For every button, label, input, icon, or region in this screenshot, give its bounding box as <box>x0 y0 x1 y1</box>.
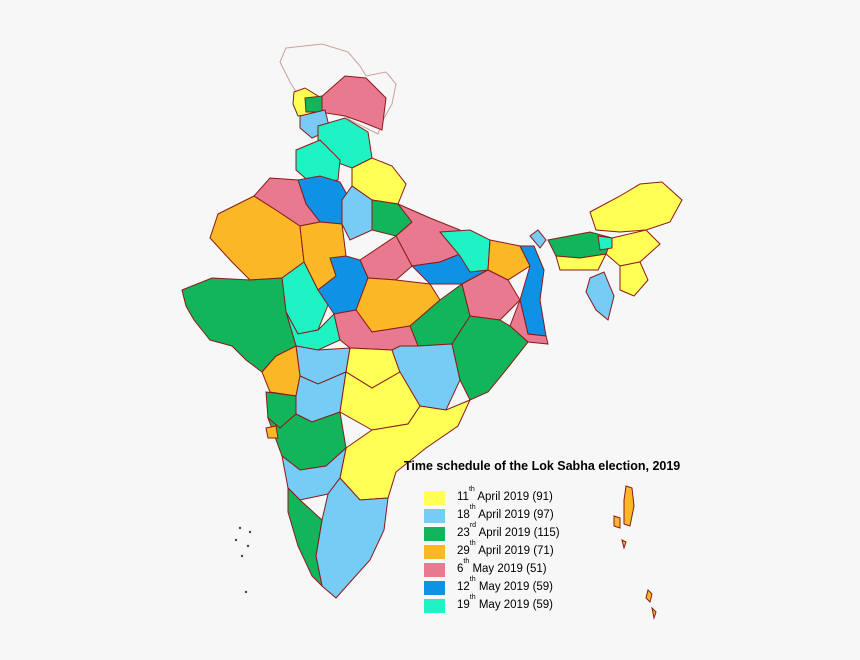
region-arunachal <box>589 181 683 233</box>
region-jammu-kashmir <box>319 75 387 131</box>
legend-swatch <box>424 563 445 577</box>
legend-item: 23rd April 2019 (115) <box>424 522 684 543</box>
region-assam-east <box>605 229 661 267</box>
disputed-territory-outline <box>279 43 397 135</box>
region-odisha <box>451 315 529 401</box>
legend: 11th April 2019 (91) 18th April 2019 (97… <box>424 486 684 615</box>
legend-item: 18th April 2019 (97) <box>424 504 684 525</box>
legend-label: 12th May 2019 (59) <box>457 576 554 593</box>
legend-swatch <box>424 545 445 559</box>
legend-item: 11th April 2019 (91) <box>424 486 684 507</box>
region-northeast-small <box>597 235 613 251</box>
region-sikkim <box>529 229 547 249</box>
region-goa <box>265 425 279 439</box>
legend-item: 19th May 2019 (59) <box>424 594 684 615</box>
legend-item: 12th May 2019 (59) <box>424 576 684 597</box>
region-ladakh-west <box>304 95 323 113</box>
legend-item: 6th May 2019 (51) <box>424 558 684 579</box>
region-kerala <box>287 486 323 588</box>
legend-label: 11th April 2019 (91) <box>457 486 553 503</box>
legend-label: 19th May 2019 (59) <box>457 594 554 611</box>
region-tripura-mizoram <box>585 271 615 321</box>
region-meghalaya <box>555 253 607 271</box>
legend-swatch <box>424 527 445 541</box>
region-andaman-nicobar <box>613 485 657 620</box>
region-lakshadweep <box>234 526 252 594</box>
legend-title: Time schedule of the Lok Sabha election,… <box>404 459 681 473</box>
legend-label: 29th April 2019 (71) <box>457 540 554 557</box>
region-punjab <box>295 139 341 185</box>
region-bihar-east <box>487 239 531 281</box>
legend-swatch <box>424 581 445 595</box>
region-rajasthan-north <box>253 177 321 227</box>
legend-label: 23rd April 2019 (115) <box>457 522 560 539</box>
legend-label: 6th May 2019 (51) <box>457 558 547 575</box>
legend-item: 29th April 2019 (71) <box>424 540 684 561</box>
legend-label: 18th April 2019 (97) <box>457 504 554 521</box>
legend-swatch <box>424 509 445 523</box>
legend-swatch <box>424 491 445 505</box>
region-nagaland-manipur <box>619 261 649 297</box>
legend-swatch <box>424 599 445 613</box>
